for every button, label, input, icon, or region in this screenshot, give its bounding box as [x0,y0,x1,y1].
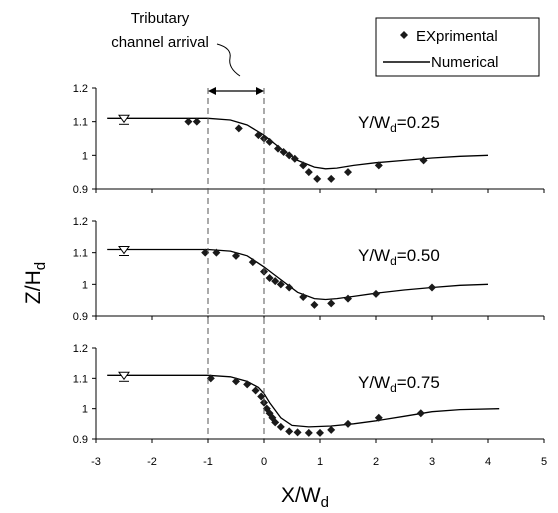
experimental-point [232,251,240,260]
x-tick-label: 3 [429,456,435,468]
guide-lines [207,88,265,439]
experimental-point [310,300,319,309]
experimental-point [293,428,302,437]
experimental-point [285,283,294,292]
arrow-head-right [256,87,264,95]
y-tick-label: 1 [82,404,88,416]
experimental-point [276,280,285,289]
y-tick-label: 1 [82,150,88,162]
experimental-point [327,425,336,434]
experimental-point [232,377,240,386]
experimental-point [428,283,436,292]
x-tick-labels: -3 -2 -1 0 1 2 3 4 5 [91,456,547,468]
experimental-point [304,168,313,177]
experimental-point [344,168,352,177]
y-tick-label: 0.9 [73,434,88,446]
x-tick-label: 1 [317,456,323,468]
experimental-point [271,277,280,286]
experimental-point [313,174,322,183]
experimental-point [184,117,193,126]
x-tick-label: -1 [203,456,213,468]
numerical-line [107,117,489,170]
experimental-point [234,124,243,133]
experimental-point [344,294,352,303]
water-level-marker [118,246,130,255]
experimental-point [290,154,299,163]
y-tick-label: 1.1 [73,373,88,385]
x-tick-label: 5 [541,456,547,468]
experimental-point [374,413,383,422]
x-tick-label: 0 [261,456,267,468]
panel-label: Y/Wd=0.25 [358,113,440,135]
experimental-point [212,248,221,257]
experimental-point [271,418,280,427]
experimental-point [299,293,308,301]
y-tick-label: 1.2 [73,83,88,95]
numerical-line [107,374,500,428]
y-tick-label: 1.1 [73,117,88,129]
legend-label-experimental: EXprimental [416,28,498,45]
experimental-point [192,117,201,126]
experimental-point [265,274,274,282]
y-tick-label: 1 [82,279,88,291]
legend: EXprimental Numerical [375,17,540,77]
annotation-leader [216,43,241,77]
experimental-point [276,422,285,431]
y-tick-label: 1.2 [73,343,88,355]
experimental-point [416,409,425,418]
x-axis-label: X/Wd [281,484,329,511]
legend-box [375,17,540,77]
experimental-point [304,428,313,437]
experimental-point [372,289,380,298]
experimental-point [206,374,215,383]
x-tick-label: 2 [373,456,379,468]
x-tick-label: -2 [147,456,157,468]
x-tick-label: 4 [485,456,491,468]
y-tick-label: 1.2 [73,216,88,228]
experimental-point [265,137,274,146]
water-level-marker [118,114,130,124]
experimental-point [285,427,294,436]
annotation-line1: Tributary [131,10,190,27]
experimental-point [327,174,336,183]
y-axis-label: Z/Hd [22,262,49,304]
panel-1: 1.2 1.1 1 0.9 Y/Wd=0.25 [73,83,545,196]
panel-2: 1.2 1.1 1 0.9 Y/Wd=0.50 [73,216,545,323]
experimental-point [201,248,210,257]
experimental-point [279,147,288,156]
experimental-point [419,156,428,165]
experimental-point [248,258,257,267]
numerical-line [107,248,489,301]
experimental-point [374,161,383,170]
panel-3: 1.2 1.1 1 0.9 Y/Wd=0.75 [73,343,545,446]
experimental-point [243,380,252,389]
x-tick-label: -3 [91,456,101,468]
arrow-head-left [208,87,216,95]
experimental-point [299,161,308,170]
experimental-point [251,386,260,395]
experimental-point [257,392,266,401]
experimental-point [344,419,352,428]
legend-marker-symbol [400,31,408,39]
experimental-point [316,428,324,437]
legend-label-numerical: Numerical [431,54,499,71]
experimental-point [285,151,294,160]
panel-label: Y/Wd=0.75 [358,373,440,395]
experimental-point [327,299,336,308]
annotation-line2: channel arrival [111,34,209,51]
panel-label: Y/Wd=0.50 [358,246,440,268]
water-level-marker [118,371,130,381]
experimental-point [254,131,263,140]
arrival-range-arrow [208,87,264,95]
y-tick-label: 1.1 [73,248,88,260]
y-tick-label: 0.9 [73,311,88,323]
panels: 1.21.110.9Y/Wd=0.251.21.110.9Y/Wd=0.501.… [73,83,545,446]
experimental-point [274,144,282,153]
y-tick-label: 0.9 [73,184,88,196]
